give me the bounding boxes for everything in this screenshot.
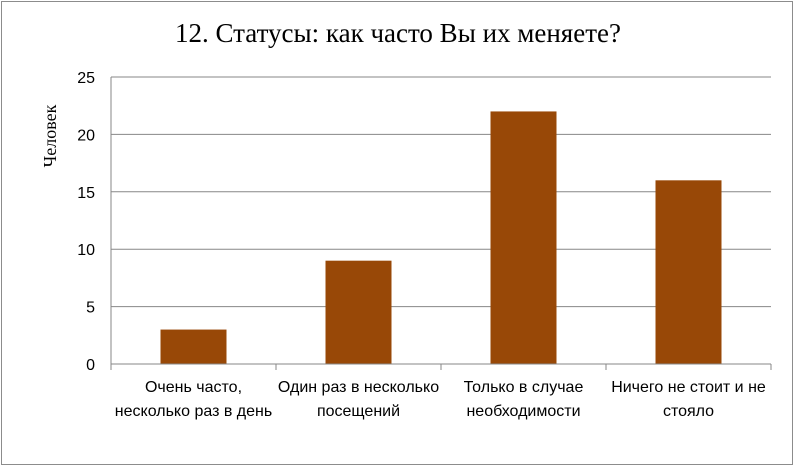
x-tick-label: Только в случае необходимости (463, 379, 584, 420)
bar (160, 329, 227, 364)
x-tick-label: Один раз в несколько посещений (277, 379, 440, 420)
x-tick-label: Ничего не стоит и не стояло (611, 379, 766, 420)
bars (110, 111, 772, 370)
y-tick-label: 5 (86, 300, 95, 317)
y-tick-label: 25 (77, 70, 95, 87)
y-tick-label: 10 (77, 242, 95, 259)
chart-title: 12. Статусы: как часто Вы их меняете? (175, 18, 621, 48)
y-tick-label: 0 (86, 357, 95, 374)
bar (490, 111, 557, 364)
bar (325, 260, 392, 364)
y-tick-label: 20 (77, 127, 95, 144)
bar (655, 180, 722, 364)
x-tick-label: Очень часто, несколько раз в день (114, 379, 273, 420)
y-tick-labels: 0 5 10 15 20 25 (77, 70, 95, 374)
y-axis-label: Человек (40, 104, 60, 167)
y-tick-label: 15 (77, 185, 95, 202)
